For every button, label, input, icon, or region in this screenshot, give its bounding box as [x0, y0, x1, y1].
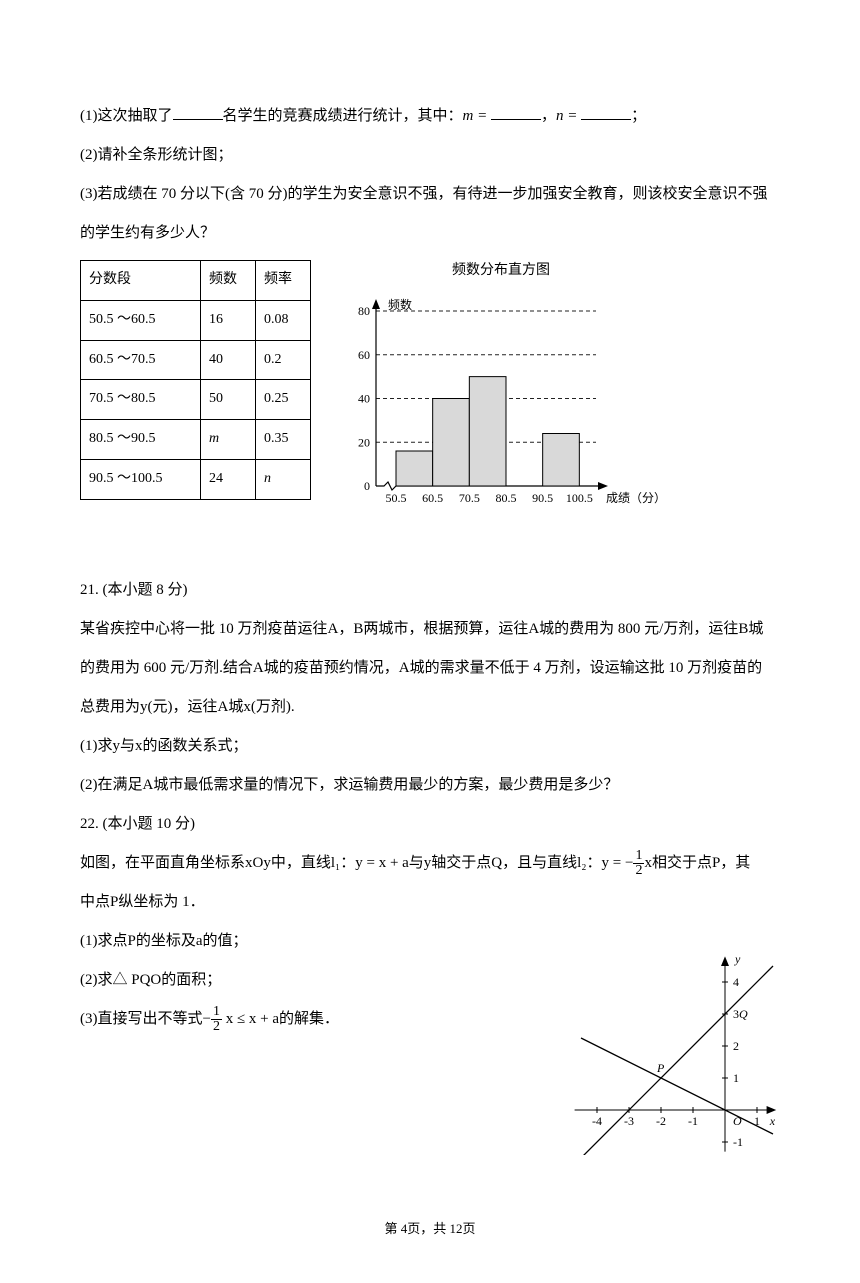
text: ， [541, 108, 556, 124]
q21-sub2: (2)在满足A城市最低需求量的情况下，求运输费用最少的方案，最少费用是多少？ [80, 769, 780, 802]
q21: 21. (本小题 8 分) 某省疾控中心将一批 10 万剂疫苗运往A，B两城市，… [80, 574, 780, 802]
page-footer: 第 4页，共 12页 [80, 1215, 780, 1244]
svg-text:-3: -3 [624, 1114, 634, 1128]
q22-content: (1)求点P的坐标及a的值； (2)求△ PQO的面积； (3)直接写出不等式−… [80, 925, 780, 1155]
freq-table: 分数段 频数 频率 50.5 ～60.5160.08 60.5 ～70.5400… [80, 260, 311, 500]
cell: 50.5 ～60.5 [81, 300, 201, 340]
table-row: 60.5 ～70.5400.2 [81, 340, 311, 380]
cell: 0.2 [256, 340, 311, 380]
svg-text:2: 2 [733, 1039, 739, 1053]
text: m = [463, 108, 488, 124]
svg-text:80.5: 80.5 [496, 491, 517, 505]
svg-text:频数: 频数 [388, 297, 412, 312]
svg-text:-1: -1 [733, 1135, 743, 1149]
cell: 16 [201, 300, 256, 340]
histogram-title: 频数分布直方图 [331, 256, 671, 287]
cell: 24 [201, 459, 256, 499]
q21-p1: 某省疾控中心将一批 10 万剂疫苗运往A，B两城市，根据预算，运往A城的费用为 … [80, 613, 780, 646]
q21-sub1: (1)求y与x的函数关系式； [80, 730, 780, 763]
table-row: 90.5 ～100.524n [81, 459, 311, 499]
q22-p2: 中点P纵坐标为 1． [80, 886, 780, 919]
svg-text:y: y [734, 952, 741, 966]
cell: n [256, 459, 311, 499]
text: ； [631, 108, 646, 124]
cell: 90.5 ～100.5 [81, 459, 201, 499]
freq-table-wrap: 分数段 频数 频率 50.5 ～60.5160.08 60.5 ～70.5400… [80, 256, 311, 500]
text: 如图，在平面直角坐标系xOy中，直线l₁：y = x + a与y轴交于点Q，且与… [80, 855, 633, 871]
svg-text:-2: -2 [656, 1114, 666, 1128]
text: 名学生的竞赛成绩进行统计，其中： [223, 108, 463, 124]
text: x ≤ x + a的解集． [222, 1011, 339, 1027]
svg-text:4: 4 [733, 975, 739, 989]
svg-text:成绩（分）: 成绩（分） [606, 491, 666, 505]
q22-num: 22. (本小题 10 分) [80, 808, 780, 841]
text: (1)这次抽取了 [80, 108, 173, 124]
svg-text:20: 20 [358, 435, 370, 449]
q21-p3: 总费用为y(元)，运往A城x(万剂). [80, 691, 780, 724]
coord-graph-svg: -4-3-2-11-11234OxyPQ [550, 925, 780, 1155]
table-header: 频数 [201, 261, 256, 301]
svg-text:1: 1 [733, 1071, 739, 1085]
q-top-line3: (3)若成绩在 70 分以下(含 70 分)的学生为安全意识不强，有待进一步加强… [80, 178, 780, 211]
cell: m [201, 420, 256, 460]
table-header: 频率 [256, 261, 311, 301]
cell: 80.5 ～90.5 [81, 420, 201, 460]
histogram-block: 频数分布直方图 20 40 60 80 0 50.5 60.5 70.5 80.5 90.5 100… [331, 256, 671, 534]
cell: 50 [201, 380, 256, 420]
svg-text:-1: -1 [688, 1114, 698, 1128]
table-row: 80.5 ～90.5m0.35 [81, 420, 311, 460]
q21-p2: 的费用为 600 元/万剂.结合A城的疫苗预约情况，A城的需求量不低于 4 万剂… [80, 652, 780, 685]
table-chart-row: 分数段 频数 频率 50.5 ～60.5160.08 60.5 ～70.5400… [80, 256, 780, 534]
svg-text:50.5: 50.5 [386, 491, 407, 505]
cell: 0.08 [256, 300, 311, 340]
svg-text:60.5: 60.5 [422, 491, 443, 505]
table-row: 70.5 ～80.5500.25 [81, 380, 311, 420]
blank-count [173, 105, 223, 120]
blank-m [491, 105, 541, 120]
fraction-half-icon: 12 [633, 849, 644, 878]
cell: 60.5 ～70.5 [81, 340, 201, 380]
svg-text:40: 40 [358, 391, 370, 405]
q22-sub3: (3)直接写出不等式−12 x ≤ x + a的解集． [80, 1003, 540, 1036]
svg-text:Q: Q [739, 1007, 748, 1021]
cell: 0.35 [256, 420, 311, 460]
q-top-line4: 的学生约有多少人？ [80, 217, 780, 250]
q21-num: 21. (本小题 8 分) [80, 574, 780, 607]
svg-text:0: 0 [364, 479, 370, 493]
svg-text:70.5: 70.5 [459, 491, 480, 505]
table-header: 分数段 [81, 261, 201, 301]
svg-text:60: 60 [358, 348, 370, 362]
histogram-svg: 20 40 60 80 0 50.5 60.5 70.5 80.5 90.5 100.5 频数成绩（分… [331, 291, 671, 521]
fraction-half-icon: 12 [211, 1005, 222, 1034]
table-row: 分数段 频数 频率 [81, 261, 311, 301]
table-row: 50.5 ～60.5160.08 [81, 300, 311, 340]
q22-sub1: (1)求点P的坐标及a的值； [80, 925, 540, 958]
q22-p1: 如图，在平面直角坐标系xOy中，直线l₁：y = x + a与y轴交于点Q，且与… [80, 847, 780, 880]
svg-text:90.5: 90.5 [532, 491, 553, 505]
q22-subs: (1)求点P的坐标及a的值； (2)求△ PQO的面积； (3)直接写出不等式−… [80, 925, 540, 1042]
svg-text:-4: -4 [592, 1114, 602, 1128]
text: n = [556, 108, 577, 124]
cell: 40 [201, 340, 256, 380]
svg-text:x: x [769, 1114, 776, 1128]
svg-text:80: 80 [358, 304, 370, 318]
q-top-line2: (2)请补全条形统计图； [80, 139, 780, 172]
svg-text:P: P [656, 1061, 665, 1075]
cell: 0.25 [256, 380, 311, 420]
text: x相交于点P，其 [644, 855, 750, 871]
cell: 70.5 ～80.5 [81, 380, 201, 420]
blank-n [581, 105, 631, 120]
svg-text:100.5: 100.5 [566, 491, 593, 505]
text: (3)直接写出不等式− [80, 1011, 211, 1027]
q22-sub2: (2)求△ PQO的面积； [80, 964, 540, 997]
q-top-line1: (1)这次抽取了 名学生的竞赛成绩进行统计，其中：m = ，n = ； [80, 100, 780, 133]
